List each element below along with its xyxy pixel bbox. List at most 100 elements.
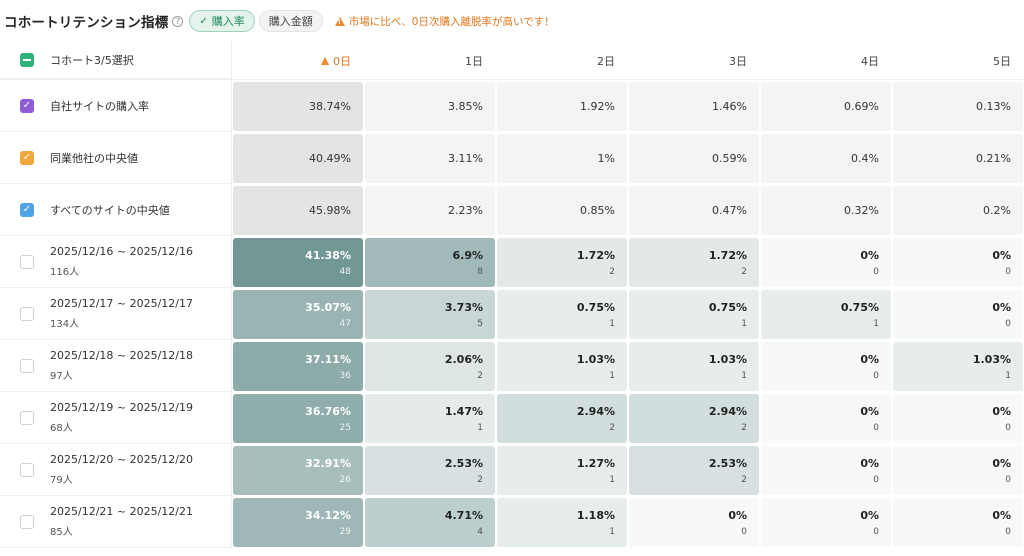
- cohort-checkbox[interactable]: [20, 514, 34, 529]
- cohort-label-cell: 2025/12/18 ~ 2025/12/18 97人: [0, 340, 232, 392]
- retention-rate: 0%: [728, 508, 747, 522]
- day-header-label: 0日: [333, 55, 351, 68]
- cohort-label: 2025/12/19 ~ 2025/12/19 68人: [50, 401, 193, 434]
- tab-purchase-amount[interactable]: 購入金額: [258, 10, 323, 32]
- cohort-checkbox[interactable]: [20, 358, 34, 373]
- retention-cell: 0% 0: [629, 498, 759, 547]
- cohort-label-cell: 2025/12/19 ~ 2025/12/19 68人: [0, 392, 232, 444]
- benchmark-cell: 0.47%: [629, 186, 759, 235]
- cohort-label: 2025/12/18 ~ 2025/12/18 97人: [50, 349, 193, 382]
- benchmark-cell: 1%: [497, 134, 627, 183]
- retention-rate: 4.71%: [444, 508, 483, 522]
- benchmark-value: 0.69%: [844, 100, 879, 113]
- retention-cell: 2.06% 2: [365, 342, 495, 391]
- retention-rate: 1.03%: [972, 352, 1011, 366]
- retention-count: 2: [477, 370, 483, 381]
- retention-cell: 6.9% 8: [365, 238, 495, 287]
- retention-cell: 32.91% 26: [233, 446, 363, 495]
- retention-rate: 0%: [860, 508, 879, 522]
- header-bar: コホートリテンション指標 ? ✓ 購入率 購入金額 市場に比べ、0日次購入離脱率…: [0, 0, 1024, 42]
- retention-count: 2: [609, 422, 615, 433]
- benchmark-checkbox[interactable]: ✓: [20, 202, 34, 217]
- retention-count: 0: [1005, 318, 1011, 329]
- retention-cell: 0.75% 1: [497, 290, 627, 339]
- benchmark-cell: 40.49%: [233, 134, 363, 183]
- retention-rate: 2.06%: [444, 352, 483, 366]
- retention-rate: 1.03%: [708, 352, 747, 366]
- benchmark-row: ✓ 自社サイトの購入率 38.74% 3.85% 1.92% 1.46% 0.69% 0.13…: [0, 80, 1024, 132]
- retention-rate: 3.73%: [444, 300, 483, 314]
- benchmark-label: 自社サイトの購入率: [50, 99, 149, 113]
- retention-count: 1: [1005, 370, 1011, 381]
- retention-cell: 0% 0: [761, 342, 891, 391]
- retention-count: 0: [873, 266, 879, 277]
- retention-count: 2: [477, 474, 483, 485]
- cohort-label-cell: 2025/12/20 ~ 2025/12/20 79人: [0, 444, 232, 496]
- cohort-user-count: 97人: [50, 371, 73, 382]
- retention-rate: 0%: [860, 352, 879, 366]
- cohort-checkbox[interactable]: [20, 254, 34, 269]
- cohort-date-range: 2025/12/19 ~ 2025/12/19: [50, 401, 194, 414]
- retention-count: 5: [477, 318, 483, 329]
- cohort-user-count: 68人: [50, 423, 73, 434]
- day-header-label: 5日: [993, 55, 1011, 68]
- retention-rate: 0.75%: [576, 300, 615, 314]
- retention-rate: 41.38%: [305, 248, 351, 262]
- cohort-row: 2025/12/19 ~ 2025/12/19 68人 36.76% 25 1.47% 1…: [0, 392, 1024, 444]
- retention-cell: 0% 0: [893, 394, 1023, 443]
- benchmark-value: 1.92%: [580, 100, 615, 113]
- day-header-label: 3日: [729, 55, 747, 68]
- cohort-checkbox[interactable]: [20, 410, 34, 425]
- day-header-3: 3日: [629, 42, 759, 80]
- benchmark-cell: 45.98%: [233, 186, 363, 235]
- retention-count: 1: [477, 422, 483, 433]
- question-circle-icon[interactable]: ?: [172, 15, 184, 27]
- cohort-date-range: 2025/12/17 ~ 2025/12/17: [50, 297, 194, 310]
- cohort-select-label: コホート3/5選択: [50, 54, 134, 67]
- retention-rate: 0%: [860, 456, 879, 470]
- benchmark-checkbox[interactable]: ✓: [20, 150, 34, 165]
- retention-count: 1: [741, 318, 747, 329]
- retention-cell: 2.53% 2: [629, 446, 759, 495]
- day-header-label: 2日: [597, 55, 615, 68]
- benchmark-value: 45.98%: [309, 204, 351, 217]
- benchmark-label-cell: ✓ 自社サイトの購入率: [0, 80, 232, 132]
- retention-count: 48: [339, 266, 351, 277]
- retention-count: 1: [609, 526, 615, 537]
- day-header-0: 0日: [233, 42, 363, 80]
- retention-rate: 0%: [992, 508, 1011, 522]
- benchmark-row: ✓ 同業他社の中央値 40.49% 3.11% 1% 0.59% 0.4% 0.21%: [0, 132, 1024, 184]
- retention-cell: 1.18% 1: [497, 498, 627, 547]
- retention-rate: 1.03%: [576, 352, 615, 366]
- cohort-label-cell: 2025/12/21 ~ 2025/12/21 85人: [0, 496, 232, 548]
- benchmark-cell: 0.59%: [629, 134, 759, 183]
- warning-triangle-icon: [321, 57, 329, 65]
- cohort-label: 2025/12/17 ~ 2025/12/17 134人: [50, 297, 193, 330]
- benchmark-label-cell: ✓ すべてのサイトの中央値: [0, 184, 232, 236]
- retention-count: 1: [609, 318, 615, 329]
- table-header-row: コホート3/5選択 0日 1日 2日 3日 4日 5日: [0, 42, 1024, 80]
- benchmark-value: 1.46%: [712, 100, 747, 113]
- retention-cell: 34.12% 29: [233, 498, 363, 547]
- benchmark-cell: 0.85%: [497, 186, 627, 235]
- day-header-label: 4日: [861, 55, 879, 68]
- retention-rate: 2.53%: [708, 456, 747, 470]
- retention-rate: 2.94%: [708, 404, 747, 418]
- retention-rate: 1.72%: [708, 248, 747, 262]
- warning-message: 市場に比べ、0日次購入離脱率が高いです！: [334, 14, 555, 29]
- retention-count: 0: [873, 474, 879, 485]
- cohort-checkbox[interactable]: [20, 306, 34, 321]
- benchmark-value: 0.21%: [976, 152, 1011, 165]
- retention-cell: 1.03% 1: [629, 342, 759, 391]
- warning-triangle-icon: [334, 16, 345, 26]
- retention-cell: 1.03% 1: [893, 342, 1023, 391]
- cohort-checkbox[interactable]: [20, 462, 34, 477]
- day-header-4: 4日: [761, 42, 891, 80]
- retention-count: 36: [339, 370, 351, 381]
- benchmark-value: 0.2%: [983, 204, 1011, 217]
- retention-cell: 2.53% 2: [365, 446, 495, 495]
- benchmark-cell: 1.46%: [629, 82, 759, 131]
- tab-purchase-rate[interactable]: ✓ 購入率: [189, 10, 255, 32]
- benchmark-checkbox[interactable]: ✓: [20, 98, 34, 113]
- select-all-checkbox[interactable]: [20, 53, 34, 67]
